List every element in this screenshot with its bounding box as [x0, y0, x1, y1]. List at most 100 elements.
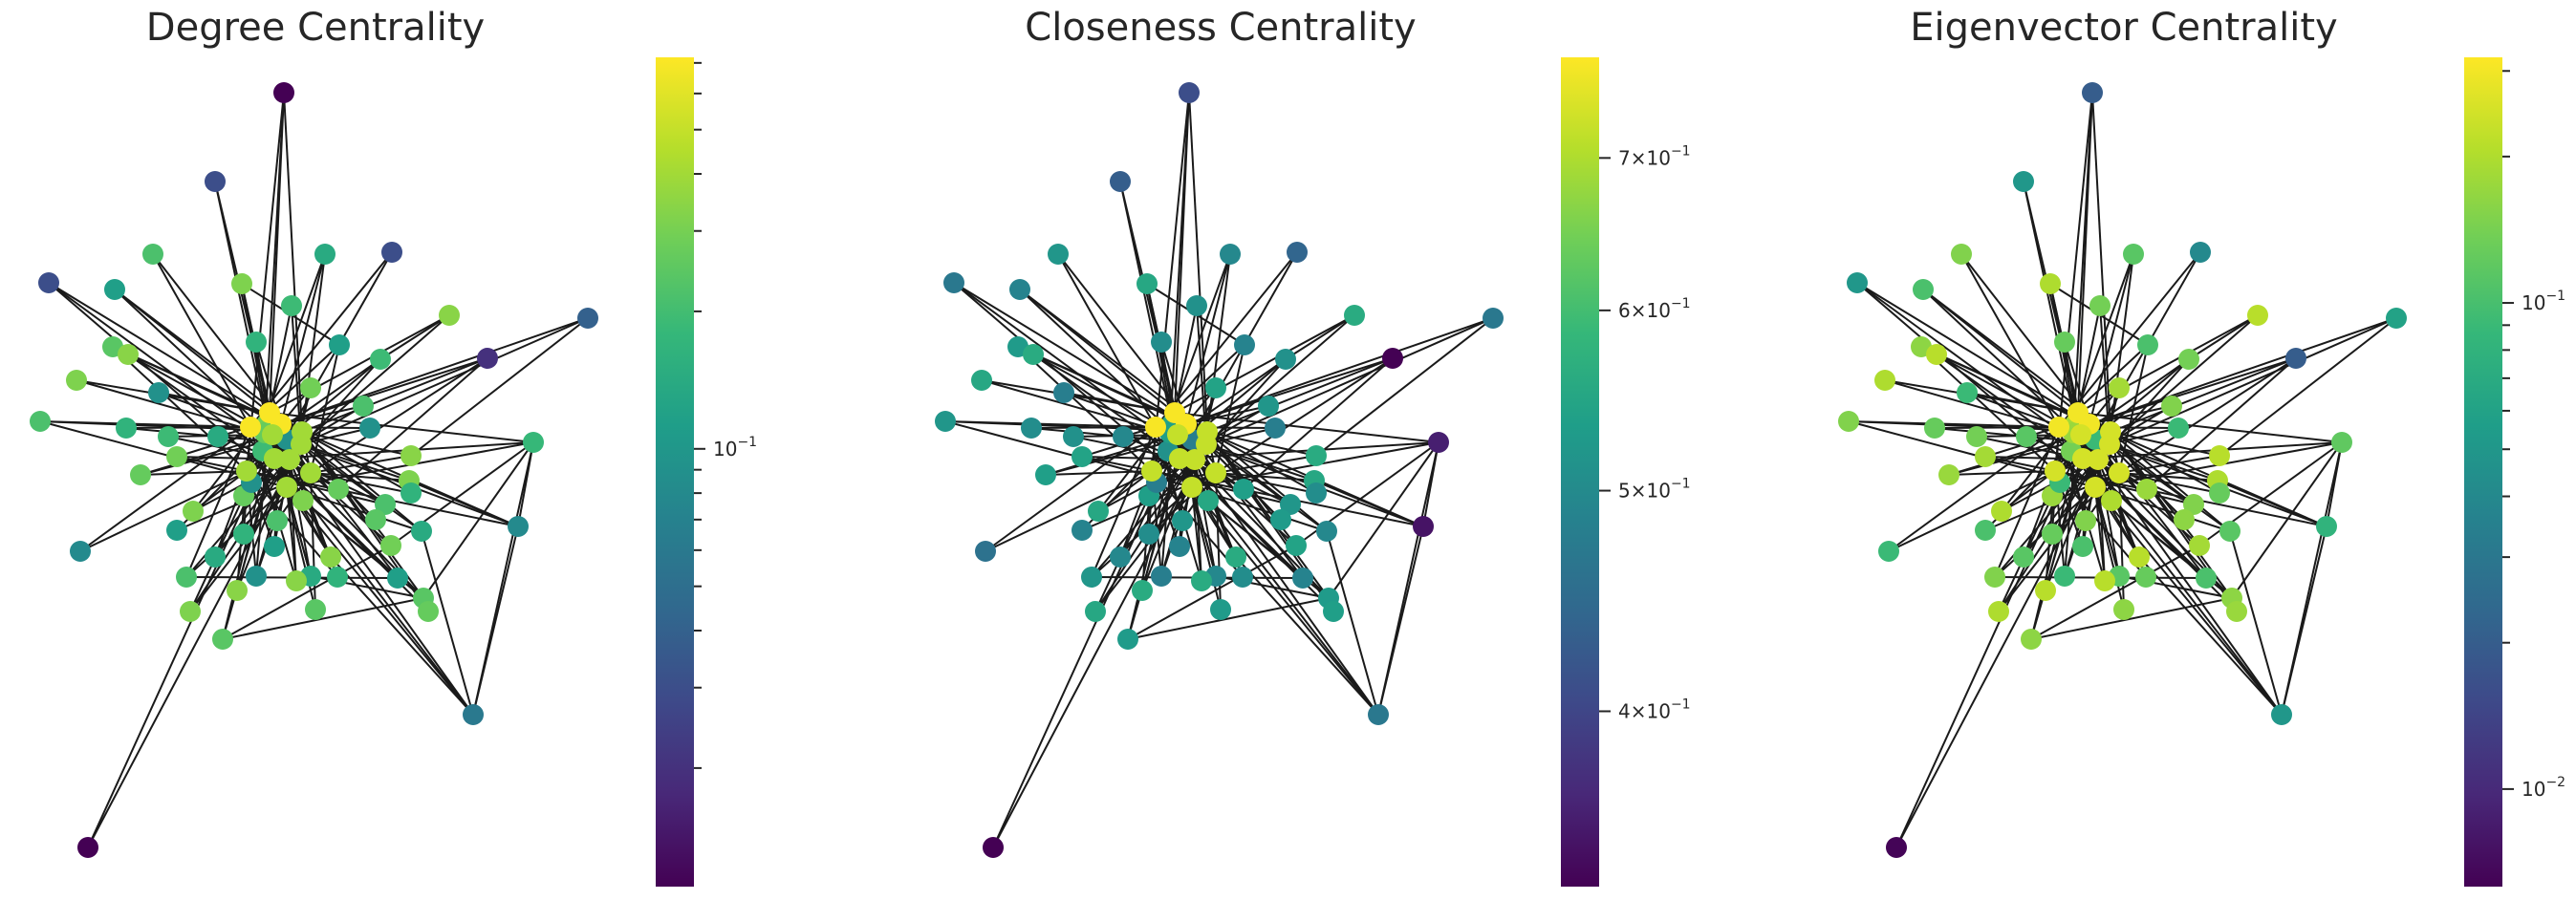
graph-edge	[1151, 92, 1190, 472]
graph-edge	[1243, 357, 1394, 490]
graph-edge	[1326, 530, 1379, 716]
graph-edge	[1215, 357, 1394, 474]
graph-edge	[2030, 458, 2084, 640]
graph-node	[1258, 396, 1279, 417]
network-graph	[935, 82, 1504, 858]
graph-edge	[2138, 556, 2283, 716]
graph-node	[2072, 448, 2093, 469]
graph-node	[2085, 477, 2106, 498]
graph-node	[400, 482, 422, 504]
graph-node	[1145, 417, 1166, 438]
graph-node	[2123, 244, 2144, 265]
graph-node	[1984, 567, 2005, 588]
graph-node	[1292, 568, 1313, 589]
graph-edge	[264, 92, 285, 434]
graph-node	[264, 536, 285, 557]
graph-node	[2054, 332, 2075, 353]
graph-node	[166, 520, 187, 541]
graph-edge	[222, 545, 392, 640]
graph-edge	[1235, 556, 1379, 716]
graph-node	[267, 510, 288, 531]
graph-edge	[1206, 357, 1394, 433]
graph-node	[118, 344, 139, 365]
graph-edge	[2281, 441, 2343, 716]
graph-node	[1323, 601, 1344, 622]
graph-node	[1232, 567, 1253, 588]
graph-node	[971, 370, 992, 391]
graph-node	[246, 566, 267, 587]
graph-node	[1063, 426, 1084, 447]
graph-node	[240, 417, 261, 438]
graph-edge	[176, 456, 248, 472]
graph-edge	[1097, 470, 1153, 512]
graph-node	[2174, 509, 2195, 530]
colorbar-tick-label: 10−1	[713, 435, 757, 461]
graph-node	[300, 377, 321, 398]
graph-edge	[1191, 486, 1202, 582]
graph-node	[1838, 411, 1859, 432]
graph-edge	[2118, 357, 2297, 474]
graph-edge	[408, 480, 519, 527]
graph-node	[1368, 704, 1389, 725]
graph-node	[2247, 305, 2268, 326]
graph-edge	[2217, 480, 2327, 527]
graph-edge	[300, 314, 450, 445]
graph-node	[2072, 536, 2093, 557]
graph-node	[1181, 477, 1202, 498]
graph-node	[411, 521, 432, 542]
eigenvector-centrality-panel: Eigenvector Centrality 10−2 10−1	[1838, 6, 2565, 887]
graph-edge	[2231, 441, 2343, 599]
graph-node	[1991, 501, 2012, 522]
graph-node	[158, 426, 179, 447]
graph-node	[166, 446, 187, 467]
graph-node	[1382, 348, 1403, 369]
graph-node	[276, 477, 297, 498]
graph-node	[2209, 482, 2230, 504]
graph-node	[116, 418, 137, 439]
graph-node	[943, 272, 964, 293]
graph-edge	[300, 427, 371, 445]
graph-edge	[48, 282, 282, 425]
graph-edge	[1920, 346, 2056, 472]
graph-edge	[1094, 486, 1193, 612]
graph-edge	[2001, 470, 2056, 512]
graph-edge	[2229, 530, 2283, 716]
graph-edge	[112, 346, 248, 472]
graph-edge	[2030, 545, 2200, 640]
graph-node	[1179, 82, 1200, 103]
graph-node	[1053, 382, 1074, 403]
graph-node	[148, 382, 169, 403]
graph-edge	[337, 357, 488, 490]
graph-edge	[2109, 427, 2179, 445]
closeness-centrality-panel: Closeness Centrality 4×10−1 5×10−1 6×10−1 7…	[935, 6, 1691, 887]
graph-edge	[2064, 486, 2096, 577]
graph-node	[1136, 273, 1158, 294]
graph-edge	[422, 441, 534, 599]
graph-node	[1088, 501, 1109, 522]
graph-edge	[286, 486, 312, 577]
colorbar: 10−1	[656, 57, 757, 887]
graph-node	[328, 479, 349, 500]
graph-node	[2331, 432, 2352, 453]
graph-node	[1172, 510, 1193, 531]
graph-node	[2271, 704, 2292, 725]
graph-node	[1220, 244, 1241, 265]
graph-edge	[1856, 282, 2096, 488]
graph-node	[314, 244, 336, 265]
graph-edge	[1185, 253, 1231, 425]
graph-edge	[1285, 314, 1355, 360]
graph-node	[1110, 171, 1131, 192]
graph-node	[983, 837, 1004, 858]
graph-node	[231, 273, 252, 294]
graph-node	[1072, 446, 1093, 467]
panel-title: Eigenvector Centrality	[1910, 6, 2337, 50]
graph-edge	[1206, 431, 1317, 494]
graph-node	[935, 411, 956, 432]
panel-title: Closeness Centrality	[1025, 6, 1416, 50]
colorbar-tick-label: 7×10−1	[1618, 143, 1691, 169]
graph-node	[66, 370, 87, 391]
graph-node	[1072, 520, 1093, 541]
graph-node	[375, 494, 396, 515]
graph-edge	[2118, 472, 2219, 482]
graph-edge	[472, 441, 534, 716]
